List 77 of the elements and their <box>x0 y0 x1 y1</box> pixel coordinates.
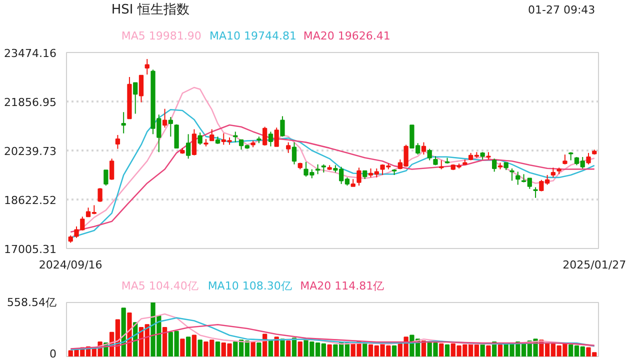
candlestick <box>133 82 138 114</box>
bar <box>362 342 368 356</box>
candlestick <box>262 126 268 146</box>
bar <box>327 344 332 356</box>
bar <box>215 342 220 356</box>
bar <box>256 342 262 356</box>
x-tick-label: 2024/09/16 <box>38 258 102 272</box>
bar <box>498 344 503 356</box>
candlestick <box>516 171 520 186</box>
y-tick-label: 21856.95 <box>4 96 57 109</box>
bar <box>486 345 491 356</box>
bar <box>180 338 185 356</box>
bar <box>186 336 191 356</box>
text: MA5 104.40亿 <box>121 280 198 292</box>
bar <box>298 342 302 356</box>
candlestick <box>274 127 279 147</box>
bar <box>286 340 291 356</box>
candlestick <box>510 168 514 182</box>
candlestick <box>427 148 432 161</box>
line-series <box>70 86 596 240</box>
y-tick-label: 17005.31 <box>4 243 57 256</box>
candlestick <box>268 131 274 147</box>
candlestick <box>121 112 126 134</box>
bar <box>480 343 485 356</box>
text: MA5 19981.90 <box>121 30 202 42</box>
bar <box>192 334 197 356</box>
candlestick <box>144 58 150 76</box>
candlestick <box>356 167 362 186</box>
y-tick-label: 20239.73 <box>4 145 57 158</box>
candlestick <box>192 128 197 156</box>
candlestick <box>286 142 291 154</box>
candlestick <box>98 188 102 202</box>
candlestick <box>104 170 108 186</box>
candlestick <box>233 131 238 143</box>
bar <box>292 338 297 356</box>
y-tick-label: 558.54亿 <box>7 296 57 309</box>
text: MA20 114.81亿 <box>300 280 384 292</box>
candlestick <box>586 152 591 165</box>
text: MA10 108.30亿 <box>208 280 292 292</box>
bar <box>198 340 202 356</box>
candlestick <box>562 154 568 165</box>
bar <box>250 342 256 356</box>
candlestick <box>109 158 114 180</box>
chart-title: HSI 恒生指数 <box>111 2 190 18</box>
candlestick <box>210 128 214 142</box>
y-tick-label: 23474.16 <box>4 47 57 60</box>
text: 01-27 09:43 <box>528 4 596 16</box>
bar <box>162 326 168 356</box>
line-series <box>70 124 596 233</box>
line-series <box>70 108 596 238</box>
bar <box>280 338 285 356</box>
bar <box>439 343 444 356</box>
line-series <box>70 324 596 350</box>
bar <box>268 340 274 356</box>
bar <box>274 336 279 356</box>
candlestick <box>421 142 426 156</box>
candlestick <box>174 124 179 149</box>
bar <box>444 344 450 356</box>
candlestick <box>533 186 538 198</box>
candlestick <box>292 142 297 165</box>
candlestick <box>115 134 120 150</box>
text: MA10 19744.81 <box>209 30 296 42</box>
y-tick-label: 0 <box>50 348 56 360</box>
candlestick <box>492 158 497 172</box>
y-tick-label: 18622.52 <box>4 194 57 207</box>
candlestick <box>138 74 144 103</box>
candlestick <box>186 134 191 160</box>
candlestick <box>550 167 556 178</box>
bar <box>392 345 397 356</box>
candlestick <box>162 108 168 128</box>
candlestick <box>315 164 320 175</box>
candlestick <box>198 132 202 146</box>
text: MA20 19626.41 <box>303 30 390 42</box>
bar <box>421 340 426 356</box>
candlestick <box>280 116 285 138</box>
x-tick-label: 2025/01/27 <box>562 258 626 272</box>
candlestick <box>168 116 173 138</box>
